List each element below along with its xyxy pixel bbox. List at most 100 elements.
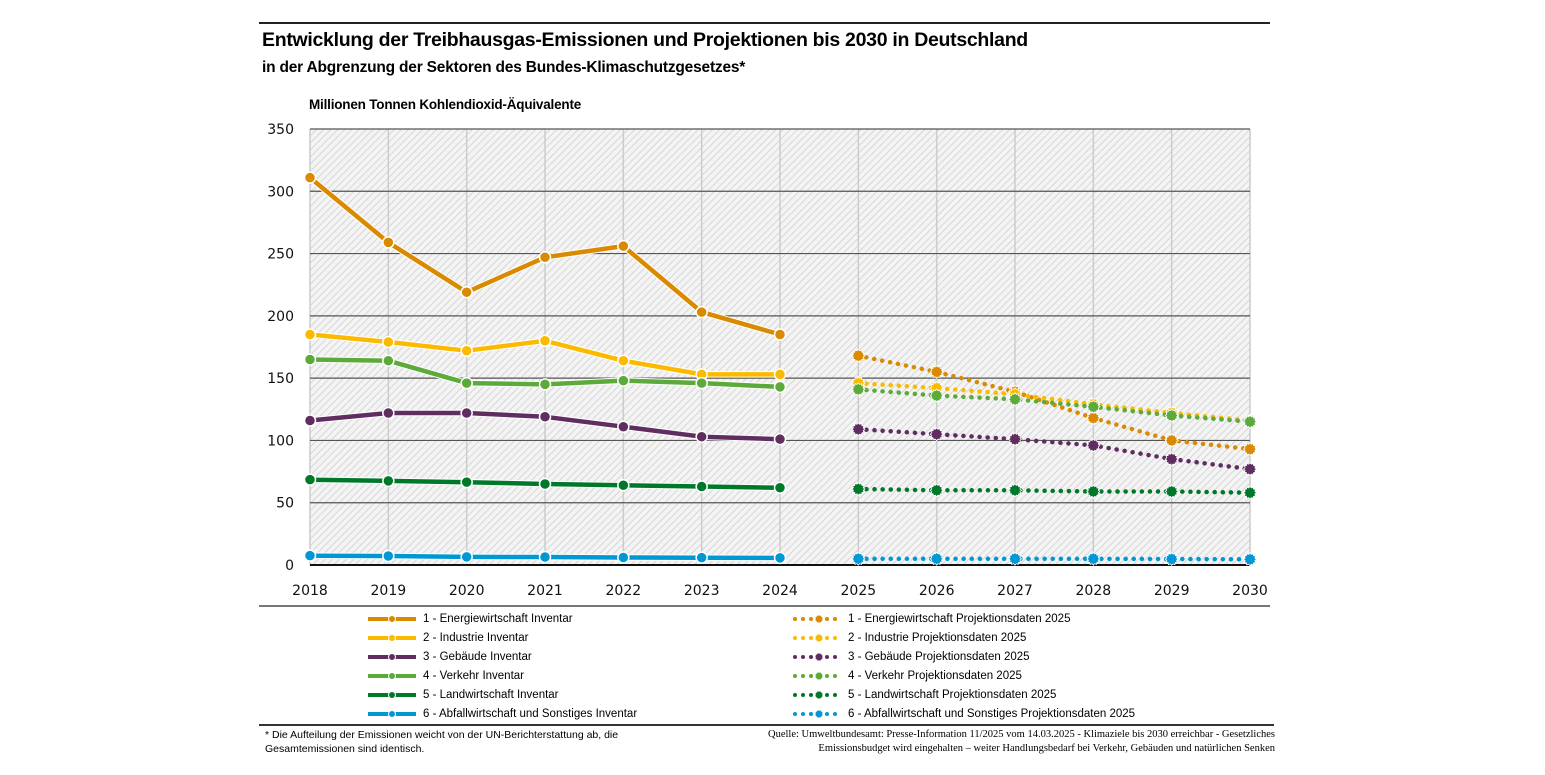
solid-line-swatch-icon [368,652,416,661]
data-point-marker [303,549,317,562]
data-point-marker [1242,485,1258,500]
x-tick-label: 2025 [841,583,877,599]
data-point-marker [929,427,944,442]
data-point-marker [617,374,630,387]
data-point-marker [1164,551,1179,567]
data-point-marker [1086,484,1101,499]
legend-label: 3 - Gebäude Inventar [423,650,532,663]
data-point-marker [617,551,630,564]
dotted-line-swatch-icon [793,671,837,680]
data-point-marker [929,551,944,566]
legend-label: 1 - Energiewirtschaft Projektionsdaten 2… [848,612,1071,625]
dotted-line-swatch-icon [793,709,837,718]
legend-label: 5 - Landwirtschaft Inventar [423,688,559,701]
x-tick-label: 2023 [684,583,720,599]
x-tick-label: 2020 [449,583,485,599]
y-tick-label: 200 [267,309,294,325]
data-point-marker [617,420,630,433]
legend-item: 3 - Gebäude Inventar [366,647,637,666]
y-tick-label: 150 [267,371,294,387]
data-point-marker [303,171,317,184]
data-point-marker [382,474,395,488]
y-tick-label: 100 [267,433,294,449]
legend-item: 3 - Gebäude Projektionsdaten 2025 [791,647,1135,666]
data-point-marker [538,550,552,564]
top-rule [259,22,1270,24]
data-point-marker [382,549,395,563]
data-point-marker [695,430,708,443]
data-point-marker [773,328,787,341]
data-point-marker [303,328,317,341]
data-point-marker [929,364,944,380]
dotted-line-swatch-icon [793,614,837,623]
data-point-marker [460,550,473,564]
series-line [856,353,1253,452]
y-tick-label: 50 [276,496,294,512]
data-point-marker [929,483,944,498]
data-point-marker [303,473,317,486]
data-point-marker [617,239,630,253]
solid-line-swatch-icon [368,709,416,718]
chart-title: Entwicklung der Treibhausgas-Emissionen … [262,29,1028,51]
legend-label: 5 - Landwirtschaft Projektionsdaten 2025 [848,688,1057,701]
data-point-marker [851,551,866,566]
data-point-marker [382,354,395,367]
x-tick-label: 2026 [919,583,955,599]
legend-label: 2 - Industrie Inventar [423,631,529,644]
data-point-marker [303,414,317,427]
data-point-marker [303,353,317,366]
chart-subtitle: in der Abgrenzung der Sektoren des Bunde… [262,59,746,76]
legend-inventory: 1 - Energiewirtschaft Inventar 2 - Indust… [366,609,637,723]
data-point-marker [773,551,787,565]
data-point-marker [695,480,708,493]
data-point-marker [773,432,787,446]
source-line-1: Quelle: Umweltbundesamt: Presse-Informat… [768,729,1275,740]
data-point-marker [1242,552,1258,567]
legend-label: 6 - Abfallwirtschaft und Sonstiges Inven… [423,707,638,720]
data-point-marker [1007,392,1023,407]
data-point-marker [1242,414,1258,429]
series-line [856,486,1253,495]
series-5-landwirtschaft-inventar [303,473,787,495]
data-point-marker [460,285,473,299]
data-point-marker [929,388,944,403]
data-point-marker [460,475,473,489]
legend-item: 6 - Abfallwirtschaft und Sonstiges Proje… [791,704,1135,723]
series-2-industrie-inventar [303,328,787,381]
data-point-marker [460,376,473,390]
data-point-marker [1164,433,1179,448]
data-point-marker [1086,551,1101,566]
legend-item: 5 - Landwirtschaft Inventar [366,685,637,704]
legend-label: 6 - Abfallwirtschaft und Sonstiges Proje… [848,707,1136,720]
data-point-marker [1164,451,1179,467]
solid-line-swatch-icon [368,633,416,642]
x-tick-label: 2027 [997,583,1033,599]
data-point-marker [1242,461,1258,477]
data-point-marker [773,481,787,495]
data-point-marker [538,334,552,348]
series-4-verkehr-projektionsdaten-2025 [851,382,1258,429]
y-tick-label: 250 [267,247,294,263]
x-tick-label: 2024 [762,583,798,599]
legend-label: 3 - Gebäude Projektionsdaten 2025 [848,650,1030,663]
line-chart: 0 50 100 150 200 250 300 350 2018 2019 2020 2021 20… [267,122,1268,599]
x-tick-label: 2021 [527,583,563,599]
series-5-landwirtschaft-projektionsdaten-2025 [851,481,1258,500]
series-line [856,556,1253,562]
legend-label: 4 - Verkehr Projektionsdaten 2025 [848,669,1022,682]
footnote: * Die Aufteilung der Emissionen weicht v… [265,729,619,755]
legend-item: 4 - Verkehr Inventar [366,666,637,685]
series-4-verkehr-inventar [303,353,787,394]
series-6-abfallwirtschaft-und-sonstiges-inventar [303,549,787,565]
data-point-marker [1164,484,1179,499]
data-point-marker [1086,438,1101,453]
data-point-marker [851,422,866,437]
data-point-marker [773,380,787,394]
source-line-2: Emissionsbudget wird eingehalten – weite… [818,743,1275,754]
data-point-marker [382,406,395,420]
legend-item: 4 - Verkehr Projektionsdaten 2025 [791,666,1135,685]
legend-label: 2 - Industrie Projektionsdaten 2025 [848,631,1027,644]
x-tick-label: 2028 [1076,583,1112,599]
series-line [856,380,1253,423]
solid-line-swatch-icon [368,690,416,699]
